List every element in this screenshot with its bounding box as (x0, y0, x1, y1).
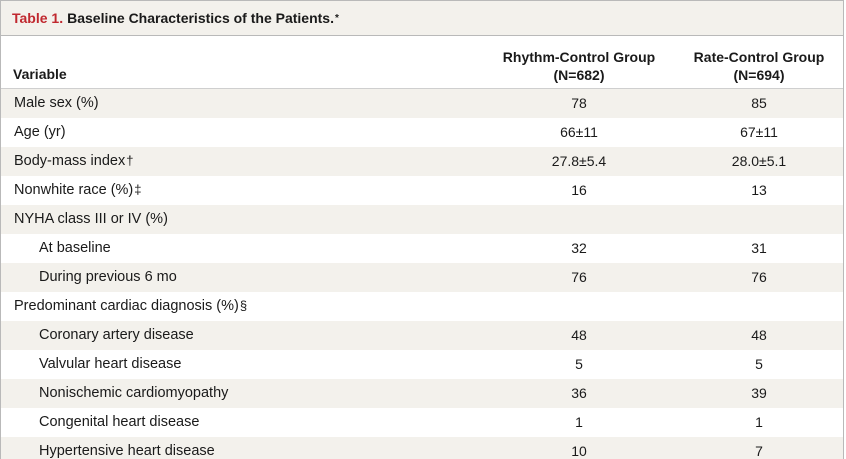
table-row: Predominant cardiac diagnosis (%)§ (1, 292, 843, 321)
table-row: Nonischemic cardiomyopathy 36 39 (1, 379, 843, 408)
rhythm-control-value: 32 (571, 240, 587, 256)
table-row: Body-mass index† 27.8±5.4 28.0±5.1 (1, 147, 843, 176)
table-row: During previous 6 mo 76 76 (1, 263, 843, 292)
table-number: Table 1. (12, 10, 64, 26)
rhythm-control-column-header: Rhythm-Control Group (N=682) (479, 48, 679, 84)
rhythm-control-value: 5 (575, 356, 583, 372)
row-label: At baseline (39, 240, 111, 256)
rate-control-header-line2: (N=694) (733, 67, 785, 83)
row-label: Male sex (%) (14, 95, 99, 111)
rhythm-control-value: 76 (571, 269, 587, 285)
row-label: Predominant cardiac diagnosis (%)§ (14, 298, 248, 314)
row-label: Valvular heart disease (39, 356, 182, 372)
row-label: Hypertensive heart disease (39, 443, 215, 459)
table-row: Hypertensive heart disease 10 7 (1, 437, 843, 459)
title-footnote-symbol: * (334, 12, 339, 24)
rate-control-value: 28.0±5.1 (731, 153, 787, 169)
table-row: Valvular heart disease 5 5 (1, 350, 843, 379)
row-label: Body-mass index† (14, 153, 134, 169)
table-caption: Table 1. Baseline Characteristics of the… (1, 0, 843, 36)
table-row: At baseline 32 31 (1, 234, 843, 263)
rate-control-column-header: Rate-Control Group (N=694) (659, 48, 843, 84)
row-label: Congenital heart disease (39, 414, 200, 430)
rate-control-value: 31 (751, 240, 767, 256)
row-label: NYHA class III or IV (%) (14, 211, 168, 227)
rate-control-value: 7 (755, 443, 763, 459)
table-row: Male sex (%) 78 85 (1, 89, 843, 118)
rhythm-control-header-line1: Rhythm-Control Group (502, 49, 656, 65)
row-footnote-symbol: § (239, 298, 248, 313)
table-row: Nonwhite race (%)‡ 16 13 (1, 176, 843, 205)
rhythm-control-value: 66±11 (560, 124, 598, 140)
rate-control-value: 1 (755, 414, 763, 430)
table-row: Coronary artery disease 48 48 (1, 321, 843, 350)
row-label: During previous 6 mo (39, 269, 177, 285)
rhythm-control-value: 48 (571, 327, 587, 343)
row-label: Coronary artery disease (39, 327, 194, 343)
rhythm-control-value: 27.8±5.4 (551, 153, 607, 169)
table-row: Congenital heart disease 1 1 (1, 408, 843, 437)
rate-control-value: 5 (755, 356, 763, 372)
rate-control-header-line1: Rate-Control Group (693, 49, 825, 65)
rate-control-value: 85 (751, 95, 767, 111)
row-label: Age (yr) (14, 124, 66, 140)
rate-control-value: 39 (751, 385, 767, 401)
rate-control-value: 13 (751, 182, 767, 198)
variable-column-header: Variable (13, 66, 67, 82)
table-row: Age (yr) 66±11 67±11 (1, 118, 843, 147)
rate-control-value: 76 (751, 269, 767, 285)
row-footnote-symbol: † (126, 153, 134, 168)
rate-control-value: 67±11 (740, 124, 778, 140)
row-label: Nonwhite race (%)‡ (14, 182, 142, 198)
row-footnote-symbol: ‡ (134, 182, 142, 197)
row-label: Nonischemic cardiomyopathy (39, 385, 229, 401)
rhythm-control-header-line2: (N=682) (553, 67, 605, 83)
table-header: Variable Rhythm-Control Group (N=682) Ra… (1, 36, 843, 89)
rhythm-control-value: 16 (571, 182, 587, 198)
rhythm-control-value: 1 (575, 414, 583, 430)
rhythm-control-value: 36 (571, 385, 587, 401)
table-row: NYHA class III or IV (%) (1, 205, 843, 234)
rhythm-control-value: 10 (571, 443, 587, 459)
table-title: Baseline Characteristics of the Patients… (67, 10, 334, 26)
rate-control-value: 48 (751, 327, 767, 343)
rhythm-control-value: 78 (571, 95, 587, 111)
